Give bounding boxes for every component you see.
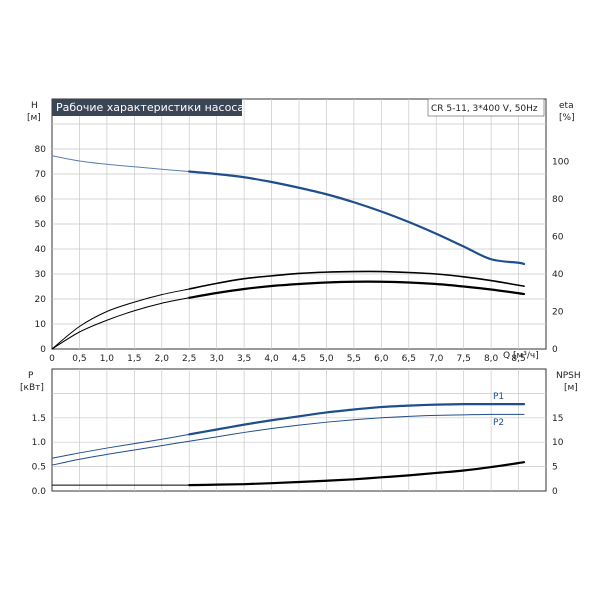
top-series-line-1 [188, 170, 526, 266]
x-tick-label: 5,5 [347, 354, 361, 364]
chart-title-banner [52, 99, 242, 116]
y-left-tick-label: 20 [35, 295, 47, 305]
y-left-tick-label: 1.5 [32, 414, 46, 424]
y-right-tick-label: 5 [552, 463, 558, 473]
top-chart-grid [51, 98, 547, 350]
y-right-tick-label: 0 [552, 345, 558, 355]
y-left-tick-label: 1.0 [32, 438, 47, 448]
x-tick-label: 4,0 [264, 354, 279, 364]
top-chart-series [51, 155, 526, 350]
model-label: CR 5-11, 3*400 V, 50Hz [431, 104, 538, 114]
y-right-tick-label: 10 [552, 438, 564, 448]
bottom-series-line-2 [51, 413, 525, 466]
y-right-bottom-name: NPSH [556, 371, 581, 381]
y-left-top-name: H [31, 101, 38, 111]
bottom-chart-grid [51, 368, 547, 492]
y-left-tick-label: 30 [35, 270, 47, 280]
y-right-tick-label: 60 [552, 233, 564, 243]
top-series-line-5 [188, 280, 526, 299]
y-left-tick-label: 0 [40, 345, 46, 355]
y-left-bottom-unit: [кВт] [20, 383, 44, 393]
x-tick-label: 1,5 [127, 354, 141, 364]
y-right-tick-label: 80 [552, 195, 564, 205]
y-left-tick-label: 10 [35, 320, 47, 330]
y-left-tick-label: 50 [35, 220, 47, 230]
y-left-tick-label: 70 [35, 170, 47, 180]
model-box [427, 98, 545, 117]
top-series-line-3 [188, 270, 525, 290]
y-left-tick-label: 0.5 [32, 463, 46, 473]
x-tick-label: 4,5 [292, 354, 306, 364]
x-tick-label: 1,0 [100, 354, 115, 364]
tick-labels: 0 0,5 1,0 1,5 2,0 2,5 3,0 3,5 4,0 4,5 5,0 5,5 6,0 6,5… [32, 145, 570, 497]
y-right-tick-label: 100 [552, 158, 569, 168]
p1-curve-label: P1 [493, 392, 504, 402]
y-right-top-name: eta [559, 101, 574, 111]
x-tick-label: 5,0 [319, 354, 334, 364]
top-series-line-0 [51, 155, 190, 172]
y-right-tick-label: 15 [552, 414, 563, 424]
x-tick-label: 2,5 [182, 354, 196, 364]
x-tick-label: 3,5 [237, 354, 251, 364]
x-tick-label: 6,5 [402, 354, 416, 364]
top-series-line-4 [51, 297, 190, 350]
y-right-tick-label: 0 [552, 487, 558, 497]
y-left-tick-label: 80 [35, 145, 47, 155]
y-right-top-unit: [%] [559, 113, 575, 123]
y-left-tick-label: 0.0 [32, 487, 47, 497]
x-tick-label: 2,0 [155, 354, 170, 364]
x-tick-label: 8,0 [484, 354, 499, 364]
x-tick-label: 8,5 [511, 354, 525, 364]
bottom-series-line-1 [188, 403, 526, 436]
y-left-bottom-name: P [28, 371, 34, 381]
top-series-line-2 [51, 288, 190, 350]
x-tick-label: 0 [49, 354, 55, 364]
y-right-bottom-unit: [м] [564, 383, 578, 393]
p2-curve-label: P2 [493, 418, 504, 428]
bottom-series-line-4 [188, 461, 526, 487]
x-tick-label: 0,5 [72, 354, 86, 364]
x-axis-label: Q [м³/ч] [503, 351, 539, 361]
y-left-tick-label: 60 [35, 195, 47, 205]
x-tick-label: 3,0 [210, 354, 225, 364]
y-left-top-unit: [м] [27, 113, 41, 123]
chart-title: Рабочие характеристики насоса [56, 101, 244, 114]
y-left-tick-label: 40 [35, 245, 47, 255]
bottom-series-line-0 [51, 433, 190, 459]
x-tick-label: 7,0 [429, 354, 444, 364]
y-right-tick-label: 20 [552, 308, 564, 318]
x-tick-label: 7,5 [457, 354, 471, 364]
x-tick-label: 6,0 [374, 354, 389, 364]
bottom-chart-series [51, 403, 526, 487]
y-right-tick-label: 40 [552, 270, 564, 280]
